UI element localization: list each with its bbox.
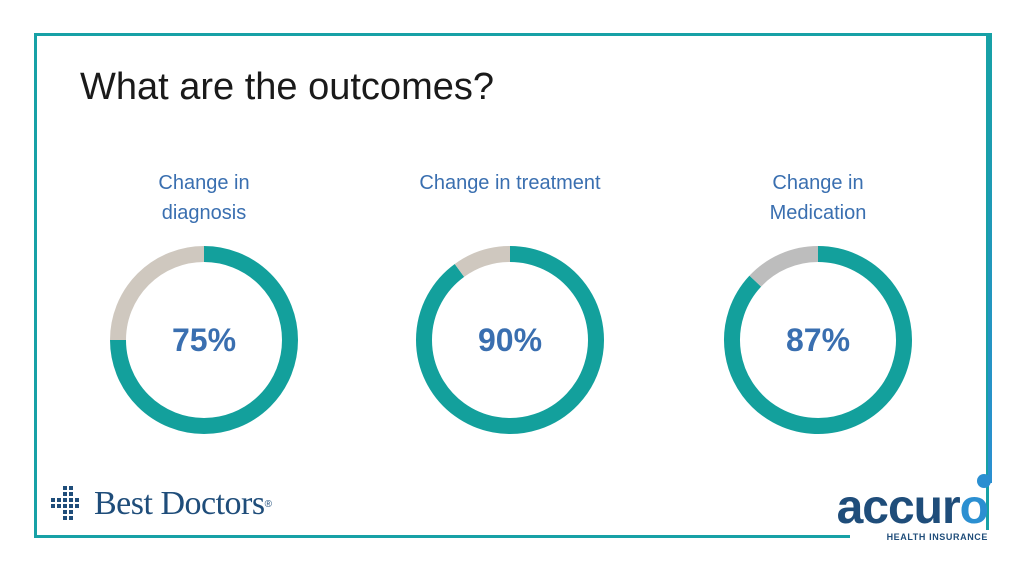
slide-title: What are the outcomes? [80,66,494,108]
donut-title: Change in treatment [390,168,630,228]
accuro-tagline: HEALTH INSURANCE [886,532,988,542]
donut-title: Change in diagnosis [84,168,324,228]
donut-center-value: 87% [786,322,850,358]
slide-frame [34,33,989,538]
donut-chart: 75% [110,246,298,434]
donut-slice-change [724,246,912,434]
frame-accent [988,33,992,483]
donut-slice-change [110,246,298,434]
donut-slice-no-change [110,246,205,341]
donut-title: Change in Medication [698,168,938,228]
accuro-logo: accuro HEALTH INSURANCE [818,484,989,543]
donut-diagnosis: Change in diagnosis 75% [84,168,324,440]
registered-mark: ® [264,498,272,510]
best-doctors-wordmark: Best Doctors [94,485,265,522]
donut-title-line-2: diagnosis [161,202,247,224]
donut-slice-no-change [454,246,511,278]
frame-gap [850,530,1010,550]
accuro-wordmark-part1: accur [836,481,961,534]
best-doctors-logo: Best Doctors ® [50,484,272,524]
donut-title-line-1: Change in treatment [419,172,601,194]
donut-title-line-1: Change in [772,172,864,194]
donut-chart: 90% [416,246,604,434]
donut-title-line-2: Medication [769,202,867,224]
donut-center-value: 75% [172,322,236,358]
donut-title-line-1: Change in [158,172,250,194]
donut-slice-no-change [749,246,819,287]
donut-treatment: Change in treatment 90% [390,168,630,440]
accuro-wordmark-part2: o [959,481,989,534]
donut-center-value: 90% [478,322,542,358]
cross-grid-icon [51,486,79,520]
donut-chart: 87% [724,246,912,434]
frame-accent-dot [977,474,991,488]
donut-medication: Change in Medication 87% [698,168,938,440]
donut-slice-change [416,246,604,434]
accuro-wordmark: accuro [818,484,989,532]
